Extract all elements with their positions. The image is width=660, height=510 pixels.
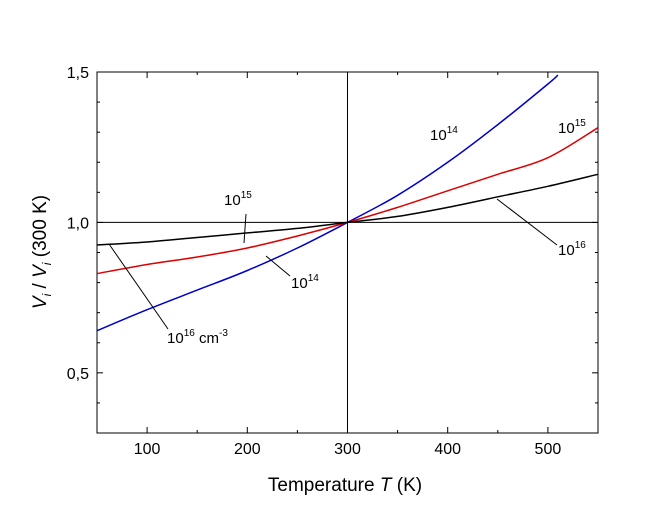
annotation-label: 1014 <box>430 125 458 144</box>
annotation-leader <box>243 213 247 244</box>
annotation-leaders <box>108 198 558 330</box>
x-tick-label: 400 <box>434 441 461 458</box>
annotation-label: 1015 <box>558 118 586 137</box>
annotation-label: 1016 <box>558 240 586 259</box>
annotation-leader <box>108 243 169 330</box>
series-line-3 <box>96 173 599 246</box>
annotation-leader <box>496 198 558 246</box>
annotation-label: 1015 <box>224 190 252 209</box>
y-tick-label: 0,5 <box>67 366 89 383</box>
tick-labels: 100 200 300 400 500 0,5 1,0 1,5 <box>67 65 562 458</box>
x-axis-title: Temperature T (K) <box>268 475 422 496</box>
y-tick-label: 1,0 <box>67 215 89 232</box>
x-tick-label: 300 <box>334 441 361 458</box>
annotation-label: 1014 <box>291 273 319 292</box>
annotation-label: 1016 cm-3 <box>167 328 228 347</box>
annotation-leader <box>265 255 291 277</box>
x-tick-label: 200 <box>234 441 261 458</box>
series-group <box>96 74 599 332</box>
annotations: 1014 1015 1015 1014 1016 1016 cm-3 <box>167 118 586 347</box>
series-line-1 <box>96 74 559 332</box>
x-tick-label: 500 <box>535 441 562 458</box>
x-tick-label: 100 <box>134 441 161 458</box>
y-tick-label: 1,5 <box>67 65 89 82</box>
y-axis-title: Vi / Vi (300 K) <box>30 195 54 309</box>
